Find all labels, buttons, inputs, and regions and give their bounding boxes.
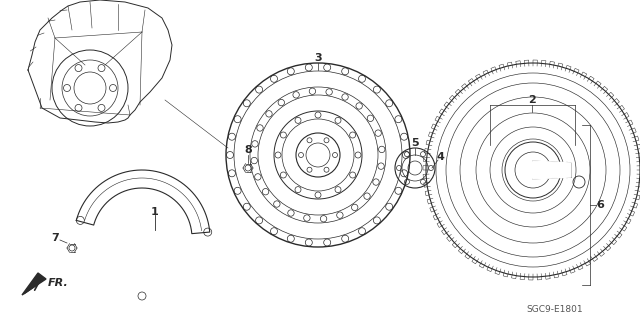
Text: 1: 1 <box>151 207 159 217</box>
Text: 5: 5 <box>411 138 419 148</box>
Polygon shape <box>76 170 210 234</box>
Text: FR.: FR. <box>48 278 68 288</box>
Polygon shape <box>533 161 571 179</box>
Text: 7: 7 <box>51 233 59 243</box>
Text: 3: 3 <box>314 53 322 63</box>
Text: 8: 8 <box>244 145 252 155</box>
Polygon shape <box>22 273 46 295</box>
Text: 6: 6 <box>596 200 604 210</box>
Text: SGC9-E1801: SGC9-E1801 <box>527 306 583 315</box>
Polygon shape <box>28 0 172 123</box>
Text: 4: 4 <box>436 152 444 162</box>
Text: 2: 2 <box>528 95 536 105</box>
